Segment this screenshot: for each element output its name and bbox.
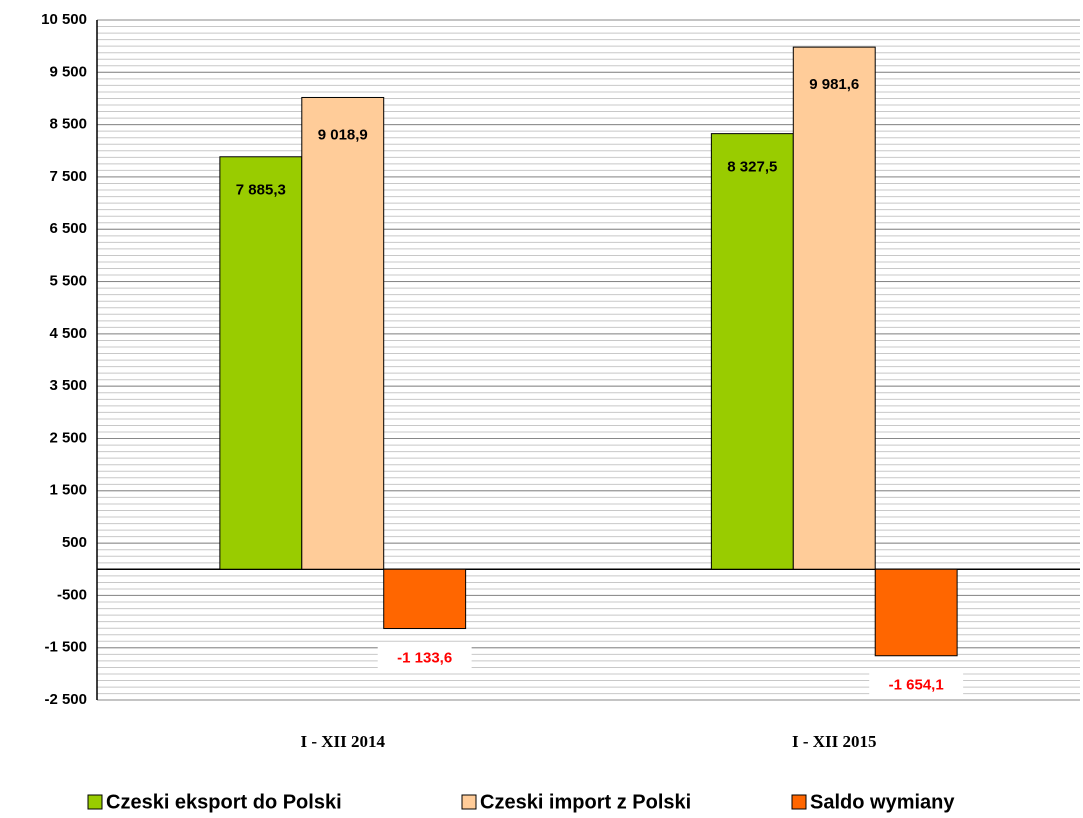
data-label: 9 981,6 [809,76,859,93]
legend-swatch [791,794,807,810]
bar [710,133,794,570]
data-label: 9 018,9 [318,126,368,143]
x-tick-label: I - XII 2014 [300,732,385,751]
label-box [869,671,964,698]
bar [301,96,385,570]
y-tick-label: 10 500 [41,11,87,28]
legend-swatch [87,794,103,810]
data-label: 8 327,5 [727,159,777,176]
bar [874,568,958,657]
y-tick-label: 2 500 [49,429,87,446]
y-tick-label: 4 500 [49,325,87,342]
data-label: -1 654,1 [889,677,944,694]
y-tick-label: -500 [57,586,87,603]
y-tick-label: 7 500 [49,168,87,185]
bar [219,156,303,570]
y-tick-label: -2 500 [44,691,87,708]
y-tick-label: 8 500 [49,116,87,133]
y-tick-label: 3 500 [49,377,87,394]
y-tick-label: 1 500 [49,482,87,499]
bar [383,568,467,630]
y-tick-label: 5 500 [49,273,87,290]
label-box [377,644,472,671]
legend-swatch [461,794,477,810]
x-tick-label: I - XII 2015 [792,732,877,751]
bar [792,46,876,570]
y-tick-label: 6 500 [49,220,87,237]
y-tick-label: -1 500 [44,639,87,656]
legend-label: Czeski import z Polski [480,791,691,813]
legend-label: Czeski eksport do Polski [106,791,342,813]
data-label: -1 133,6 [397,649,452,666]
data-label: 7 885,3 [236,182,286,199]
y-tick-label: 9 500 [49,63,87,80]
y-tick-label: 500 [62,534,87,551]
legend-label: Saldo wymiany [810,791,955,813]
